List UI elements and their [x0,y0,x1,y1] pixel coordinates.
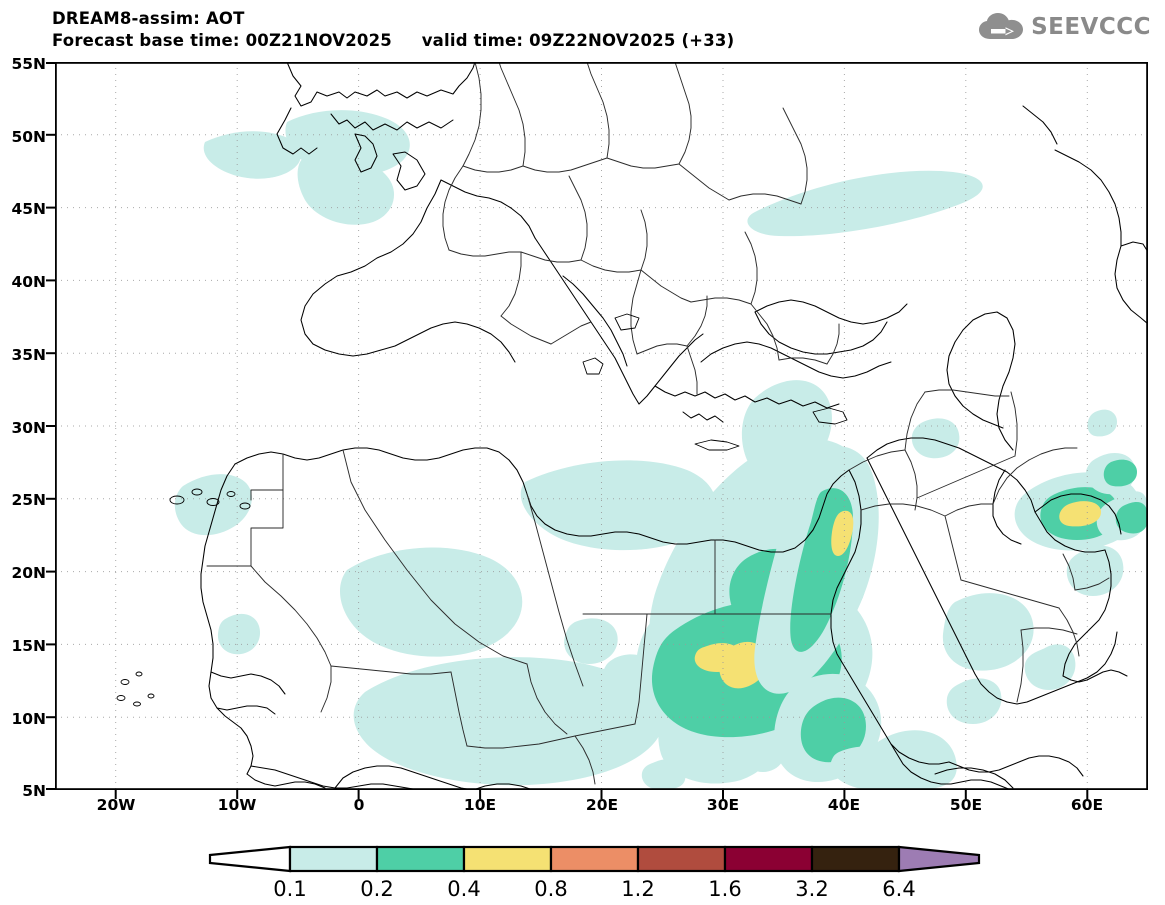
contour-band-0.1 [297,154,395,225]
xtick-label-40E: 40E [827,796,861,814]
ytick-label-15N: 15N [11,637,46,655]
colorbar-label-7: 6.4 [882,877,915,901]
colorbar-under-arrow [208,845,292,873]
map-plot-area [46,62,1148,799]
ytick-label-5N: 5N [22,782,46,800]
contour-band-0.1 [946,678,1002,724]
colorbar-over-arrow [897,845,981,873]
header-block: DREAM8-assim: AOT Forecast base time: 00… [52,8,734,52]
contour-band-0.4 [831,510,854,556]
ytick-label-45N: 45N [11,200,46,218]
colorbar-band-1 [375,845,466,873]
title-model-variable: DREAM8-assim: AOT [52,9,245,28]
colorbar-band-2 [462,845,553,873]
contour-band-0.2 [800,697,866,763]
contour-band-0.1 [339,547,523,657]
colorbar-band-0 [288,845,379,873]
aot-contour-layer [174,110,1148,790]
colorbar-label-1: 0.2 [360,877,393,901]
ytick-label-30N: 30N [11,419,46,437]
ytick-label-50N: 50N [11,128,46,146]
graticule-layer [55,62,1148,790]
colorbar-label-0: 0.1 [273,877,306,901]
contour-band-0.1 [217,613,261,655]
contour-band-0.1 [1066,545,1124,596]
contour-band-0.4 [1059,501,1101,527]
xtick-label-60E: 60E [1070,796,1104,814]
ytick-label-10N: 10N [11,710,46,728]
xtick-label-10W: 10W [217,796,257,814]
ytick-label-20N: 20N [11,564,46,582]
contour-band-0.1 [564,618,618,664]
contour-band-0.1 [747,170,983,237]
ytick-label-25N: 25N [11,491,46,509]
contour-band-0.1 [741,380,832,479]
contour-band-0.1 [988,619,1030,658]
map-frame [55,62,1148,790]
xtick-label-10E: 10E [463,796,497,814]
ytick-label-55N: 55N [11,55,46,73]
colorbar-band-4 [636,845,727,873]
cloud-icon [979,13,1024,39]
ytick-label-35N: 35N [11,346,46,364]
contour-band-0.2 [1103,459,1137,487]
map-lines-layer [116,62,1148,790]
colorbar-band-3 [549,845,640,873]
contour-band-0.1 [868,730,957,790]
colorbar: 0.1 0.2 0.4 0.8 1.2 1.6 3.2 6.4 [0,838,1165,902]
map-svg [55,62,1148,790]
xtick-label-20E: 20E [585,796,619,814]
contour-band-0.1 [911,418,960,459]
colorbar-label-6: 3.2 [795,877,828,901]
contour-band-0.1 [520,460,716,551]
xtick-label-50E: 50E [949,796,983,814]
x-tick-marks [114,790,1089,799]
colorbar-label-5: 1.6 [708,877,741,901]
xtick-label-30E: 30E [706,796,740,814]
contour-band-0.1 [641,759,686,790]
ytick-label-40N: 40N [11,273,46,291]
contour-band-0.1 [1087,409,1117,437]
colorbar-band-6 [810,845,901,873]
contour-band-0.1 [742,733,786,772]
xtick-label-20W: 20W [96,796,136,814]
colorbar-label-2: 0.4 [447,877,480,901]
xtick-label-0: 0 [353,796,365,814]
title-times: Forecast base time: 00Z21NOV2025 valid t… [52,31,735,50]
contour-band-0.4 [694,643,742,672]
colorbar-label-4: 1.2 [621,877,654,901]
colorbar-band-5 [723,845,814,873]
colorbar-svg: 0.1 0.2 0.4 0.8 1.2 1.6 3.2 6.4 [208,845,981,901]
y-tick-marks [46,62,55,790]
colorbar-label-3: 0.8 [534,877,567,901]
contour-band-0.2 [1115,502,1148,534]
contour-band-0.1 [1024,644,1076,690]
logo-text: SEEVCCC [1031,14,1151,40]
seevccc-logo: SEEVCCC [978,12,1151,42]
contour-band-0.1 [203,131,301,179]
